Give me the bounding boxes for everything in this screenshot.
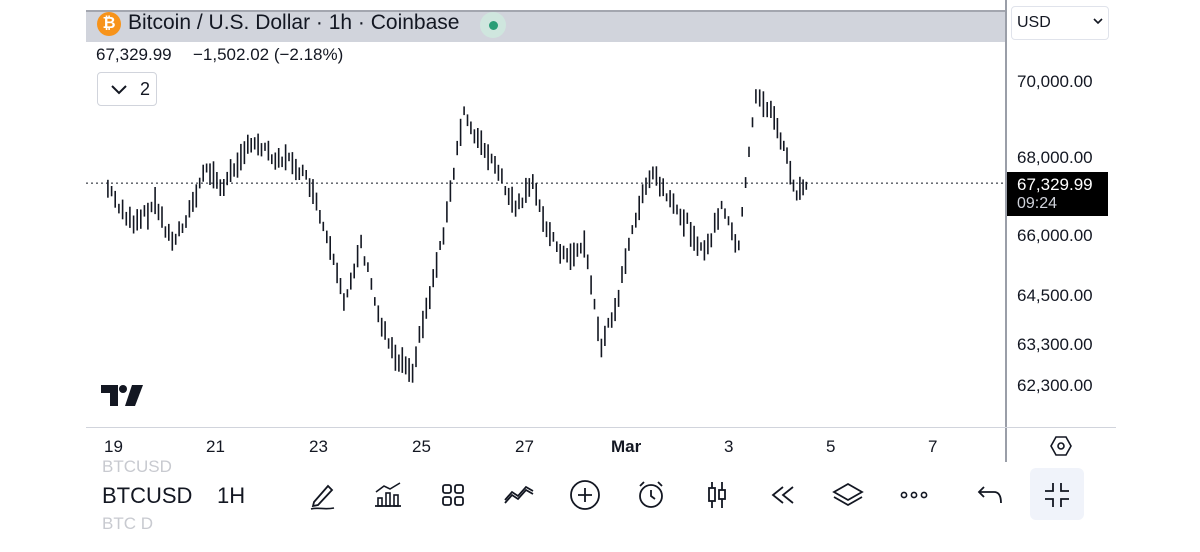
- current-price-label: [1007, 172, 1108, 216]
- time-axis-border: [86, 427, 1116, 428]
- last-price: 67,329.99: [96, 45, 172, 64]
- price-tick: 66,000.00: [1017, 226, 1093, 245]
- symbol-scroll-ghost: BTCUSD: [102, 457, 172, 476]
- time-tick: 5: [826, 437, 836, 456]
- price-tick: 70,000.00: [1017, 72, 1093, 91]
- add-icon[interactable]: [568, 478, 602, 512]
- time-tick: 7: [928, 437, 938, 456]
- time-tick: 23: [309, 437, 328, 456]
- symbol-selector[interactable]: BTCUSD: [102, 483, 193, 508]
- indicators-count: 2: [140, 79, 151, 99]
- indicators-toggle-button[interactable]: [97, 72, 157, 106]
- layers-icon[interactable]: [831, 478, 865, 512]
- price-tick: 64,500.00: [1017, 286, 1093, 305]
- chart-title-bar: [86, 10, 1006, 42]
- time-tick: Mar: [611, 437, 642, 456]
- layouts-icon[interactable]: [436, 478, 470, 512]
- time-tick: 25: [412, 437, 431, 456]
- bar-countdown: 09:24: [1017, 195, 1058, 212]
- time-tick: 3: [724, 437, 734, 456]
- bitcoin-logo-icon: ₿: [97, 12, 121, 36]
- price-change: −1,502.02 (−2.18%): [193, 45, 344, 64]
- replay-icon[interactable]: [766, 478, 800, 512]
- time-tick: 19: [104, 437, 123, 456]
- price-tick: 68,000.00: [1017, 148, 1093, 167]
- chart-settings-icon[interactable]: [1049, 434, 1073, 463]
- current-price-value: 67,329.99: [1017, 175, 1093, 194]
- price-tick: 63,300.00: [1017, 335, 1093, 354]
- collapse-icon[interactable]: [1040, 478, 1074, 512]
- compare-icon[interactable]: [502, 478, 536, 512]
- price-axis-border: [1005, 0, 1007, 462]
- price-tick: 62,300.00: [1017, 376, 1093, 395]
- alert-icon[interactable]: [634, 478, 668, 512]
- collapse-button[interactable]: [1030, 468, 1084, 520]
- tradingview-logo-icon: [101, 385, 145, 412]
- time-tick: 27: [515, 437, 534, 456]
- chevron-down-icon: [108, 78, 130, 105]
- chart-title[interactable]: Bitcoin / U.S. Dollar · 1h · Coinbase: [128, 11, 460, 34]
- symbol-scroll-ghost: BTC D: [102, 514, 153, 533]
- undo-icon[interactable]: [974, 478, 1008, 512]
- price-chart[interactable]: [86, 42, 1006, 427]
- bottom-toolbar: [86, 466, 1116, 524]
- currency-select[interactable]: [1011, 6, 1109, 40]
- chevron-down-icon: [1092, 14, 1104, 30]
- indicators-icon[interactable]: [371, 478, 405, 512]
- currency-label: USD: [1017, 14, 1051, 31]
- interval-selector[interactable]: 1H: [217, 483, 246, 508]
- candles-group: [107, 89, 808, 383]
- time-tick: 21: [206, 437, 225, 456]
- chart-type-icon[interactable]: [700, 478, 734, 512]
- market-status-dot: [489, 21, 498, 30]
- draw-icon[interactable]: [306, 478, 340, 512]
- more-icon[interactable]: [897, 478, 931, 512]
